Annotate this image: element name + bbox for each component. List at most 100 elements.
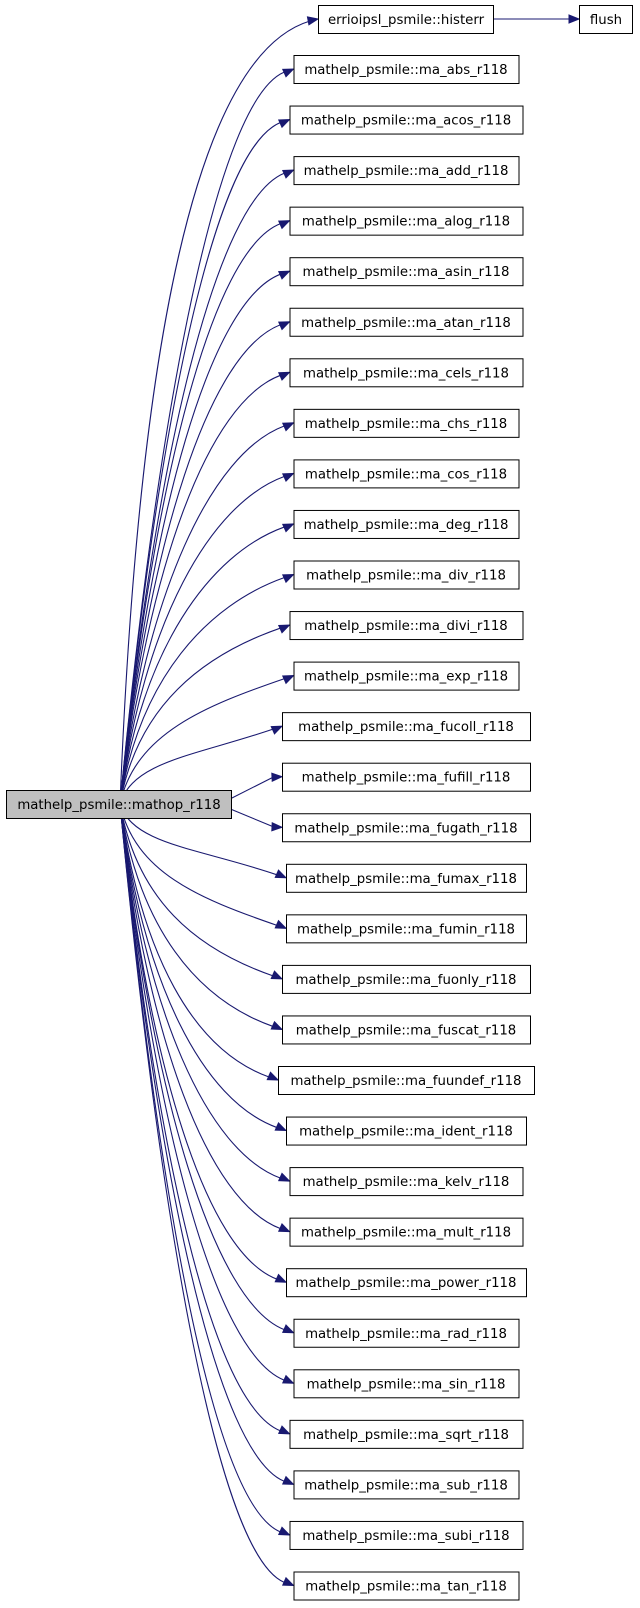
callee-node[interactable]: mathelp_psmile::ma_sub_r118 (293, 1470, 520, 1500)
callee-node[interactable]: mathelp_psmile::ma_cos_r118 (293, 459, 520, 489)
call-edge (119, 803, 274, 977)
root-node-label: mathelp_psmile::mathop_r118 (17, 798, 220, 813)
callee-node[interactable]: mathelp_psmile::ma_subi_r118 (289, 1520, 524, 1550)
call-edge-arrow (274, 1273, 288, 1283)
edge-histerr-to-flush-arrow (568, 14, 581, 24)
callee-node[interactable]: mathelp_psmile::ma_abs_r118 (293, 55, 520, 84)
callee-node-label: mathelp_psmile::ma_alog_r118 (302, 215, 510, 230)
callee-node[interactable]: mathelp_psmile::ma_kelv_r118 (289, 1167, 524, 1197)
histerr-node[interactable]: errioipsl_psmile::histerr (318, 5, 494, 34)
call-edge-arrow (281, 1324, 295, 1334)
callee-node-label: mathelp_psmile::ma_div_r118 (306, 569, 506, 584)
call-edge (119, 475, 285, 805)
call-edge-arrow (277, 1425, 291, 1435)
callee-node[interactable]: mathelp_psmile::ma_fumin_r118 (286, 914, 527, 944)
call-edge (119, 803, 278, 926)
callee-node[interactable]: mathelp_psmile::ma_exp_r118 (293, 661, 520, 691)
call-edge-arrow (270, 725, 284, 735)
callee-node[interactable]: mathelp_psmile::ma_chs_r118 (293, 408, 520, 438)
histerr-node-label: errioipsl_psmile::histerr (328, 13, 485, 28)
callee-node[interactable]: mathelp_psmile::ma_deg_r118 (293, 509, 520, 539)
callee-node[interactable]: mathelp_psmile::ma_ident_r118 (286, 1116, 527, 1146)
callee-node[interactable]: mathelp_psmile::ma_mult_r118 (289, 1217, 524, 1247)
callee-node-label: mathelp_psmile::ma_divi_r118 (304, 619, 508, 634)
call-edge-arrow (274, 919, 288, 929)
callee-node-label: mathelp_psmile::ma_fuonly_r118 (295, 973, 516, 988)
call-edge (119, 803, 278, 1129)
flush-node[interactable]: flush (579, 5, 633, 34)
call-edge (119, 71, 285, 805)
callee-node[interactable]: mathelp_psmile::ma_div_r118 (293, 560, 520, 590)
call-edge (119, 576, 285, 805)
callee-node-label: mathelp_psmile::ma_fugath_r118 (294, 821, 517, 836)
callee-node-label: mathelp_psmile::ma_tan_r118 (305, 1580, 507, 1595)
call-edge (119, 324, 281, 805)
call-edge (227, 777, 273, 801)
callee-node-label: mathelp_psmile::ma_fumax_r118 (295, 872, 517, 887)
callee-node[interactable]: mathelp_psmile::ma_fugath_r118 (282, 813, 531, 843)
callee-node[interactable]: mathelp_psmile::ma_power_r118 (286, 1268, 527, 1298)
callee-node-label: mathelp_psmile::ma_cels_r118 (303, 366, 509, 381)
callee-node-label: mathelp_psmile::ma_fucoll_r118 (298, 720, 514, 735)
call-edge-arrow (277, 1172, 291, 1182)
callee-node[interactable]: mathelp_psmile::ma_divi_r118 (289, 611, 524, 641)
callee-node[interactable]: mathelp_psmile::ma_atan_r118 (289, 307, 524, 337)
callee-node-label: mathelp_psmile::ma_rad_r118 (305, 1327, 507, 1342)
call-edge-arrow (270, 970, 284, 980)
call-edge (119, 803, 285, 1381)
callee-node[interactable]: mathelp_psmile::ma_fucoll_r118 (282, 712, 531, 742)
call-edge (119, 223, 281, 805)
call-edge-arrow (274, 869, 288, 879)
callee-node[interactable]: mathelp_psmile::ma_fumax_r118 (286, 863, 527, 893)
call-edge (227, 807, 273, 827)
call-edge (119, 803, 285, 1331)
call-nodes: mathelp_psmile::mathop_r118 errioipsl_ps… (6, 5, 633, 1601)
call-edge-arrow (281, 523, 295, 533)
callee-node-label: mathelp_psmile::ma_fumin_r118 (297, 922, 515, 937)
call-edge (119, 122, 281, 805)
callee-node[interactable]: mathelp_psmile::ma_sqrt_r118 (289, 1419, 524, 1449)
callee-node[interactable]: mathelp_psmile::ma_tan_r118 (293, 1571, 520, 1601)
call-edge-arrow (281, 169, 295, 179)
flush-node-label: flush (590, 13, 622, 28)
callee-node-label: mathelp_psmile::ma_deg_r118 (304, 518, 509, 533)
callee-node[interactable]: mathelp_psmile::ma_fuscat_r118 (282, 1015, 531, 1045)
call-edge-arrow (266, 1071, 280, 1081)
callee-node[interactable]: mathelp_psmile::ma_acos_r118 (289, 105, 524, 135)
callee-node[interactable]: mathelp_psmile::ma_rad_r118 (293, 1318, 520, 1348)
call-edge-arrow (277, 270, 291, 280)
call-edge-arrow (277, 371, 291, 381)
edge-root-to-histerr-arrow (306, 16, 320, 26)
call-edge (119, 374, 281, 805)
call-edge-arrow (270, 1020, 284, 1030)
call-edge (119, 803, 281, 1179)
root-node[interactable]: mathelp_psmile::mathop_r118 (6, 790, 232, 819)
callee-node[interactable]: mathelp_psmile::ma_alog_r118 (289, 206, 524, 236)
call-edge-arrow (281, 573, 295, 584)
callee-node[interactable]: mathelp_psmile::ma_sin_r118 (293, 1369, 520, 1399)
call-edge (119, 803, 281, 1432)
callee-node-label: mathelp_psmile::ma_asin_r118 (303, 265, 510, 280)
call-edge-arrow (277, 624, 291, 634)
call-edge-arrow (281, 472, 295, 482)
callee-node-label: mathelp_psmile::ma_mult_r118 (301, 1226, 511, 1241)
call-edge (119, 627, 281, 805)
callee-node[interactable]: mathelp_psmile::ma_fufill_r118 (282, 762, 531, 792)
callee-node[interactable]: mathelp_psmile::ma_fuundef_r118 (278, 1066, 535, 1095)
call-edge (119, 803, 270, 1078)
callee-node-label: mathelp_psmile::ma_sqrt_r118 (303, 1428, 509, 1443)
edge-root-to-histerr (119, 20, 311, 805)
callee-node[interactable]: mathelp_psmile::ma_cels_r118 (289, 358, 524, 388)
callee-node[interactable]: mathelp_psmile::ma_add_r118 (293, 156, 520, 186)
call-edge-arrow (277, 1223, 291, 1233)
call-edge-arrow (271, 772, 284, 782)
call-edge-arrow (277, 1526, 291, 1536)
callee-node-label: mathelp_psmile::ma_sin_r118 (307, 1377, 506, 1392)
call-edge (119, 803, 281, 1230)
callee-node-label: mathelp_psmile::ma_acos_r118 (301, 114, 511, 129)
callee-node-label: mathelp_psmile::ma_power_r118 (296, 1276, 517, 1291)
callee-node[interactable]: mathelp_psmile::ma_asin_r118 (289, 257, 524, 287)
callee-node[interactable]: mathelp_psmile::ma_fuonly_r118 (282, 964, 531, 994)
callee-node-label: mathelp_psmile::ma_subi_r118 (302, 1529, 509, 1544)
